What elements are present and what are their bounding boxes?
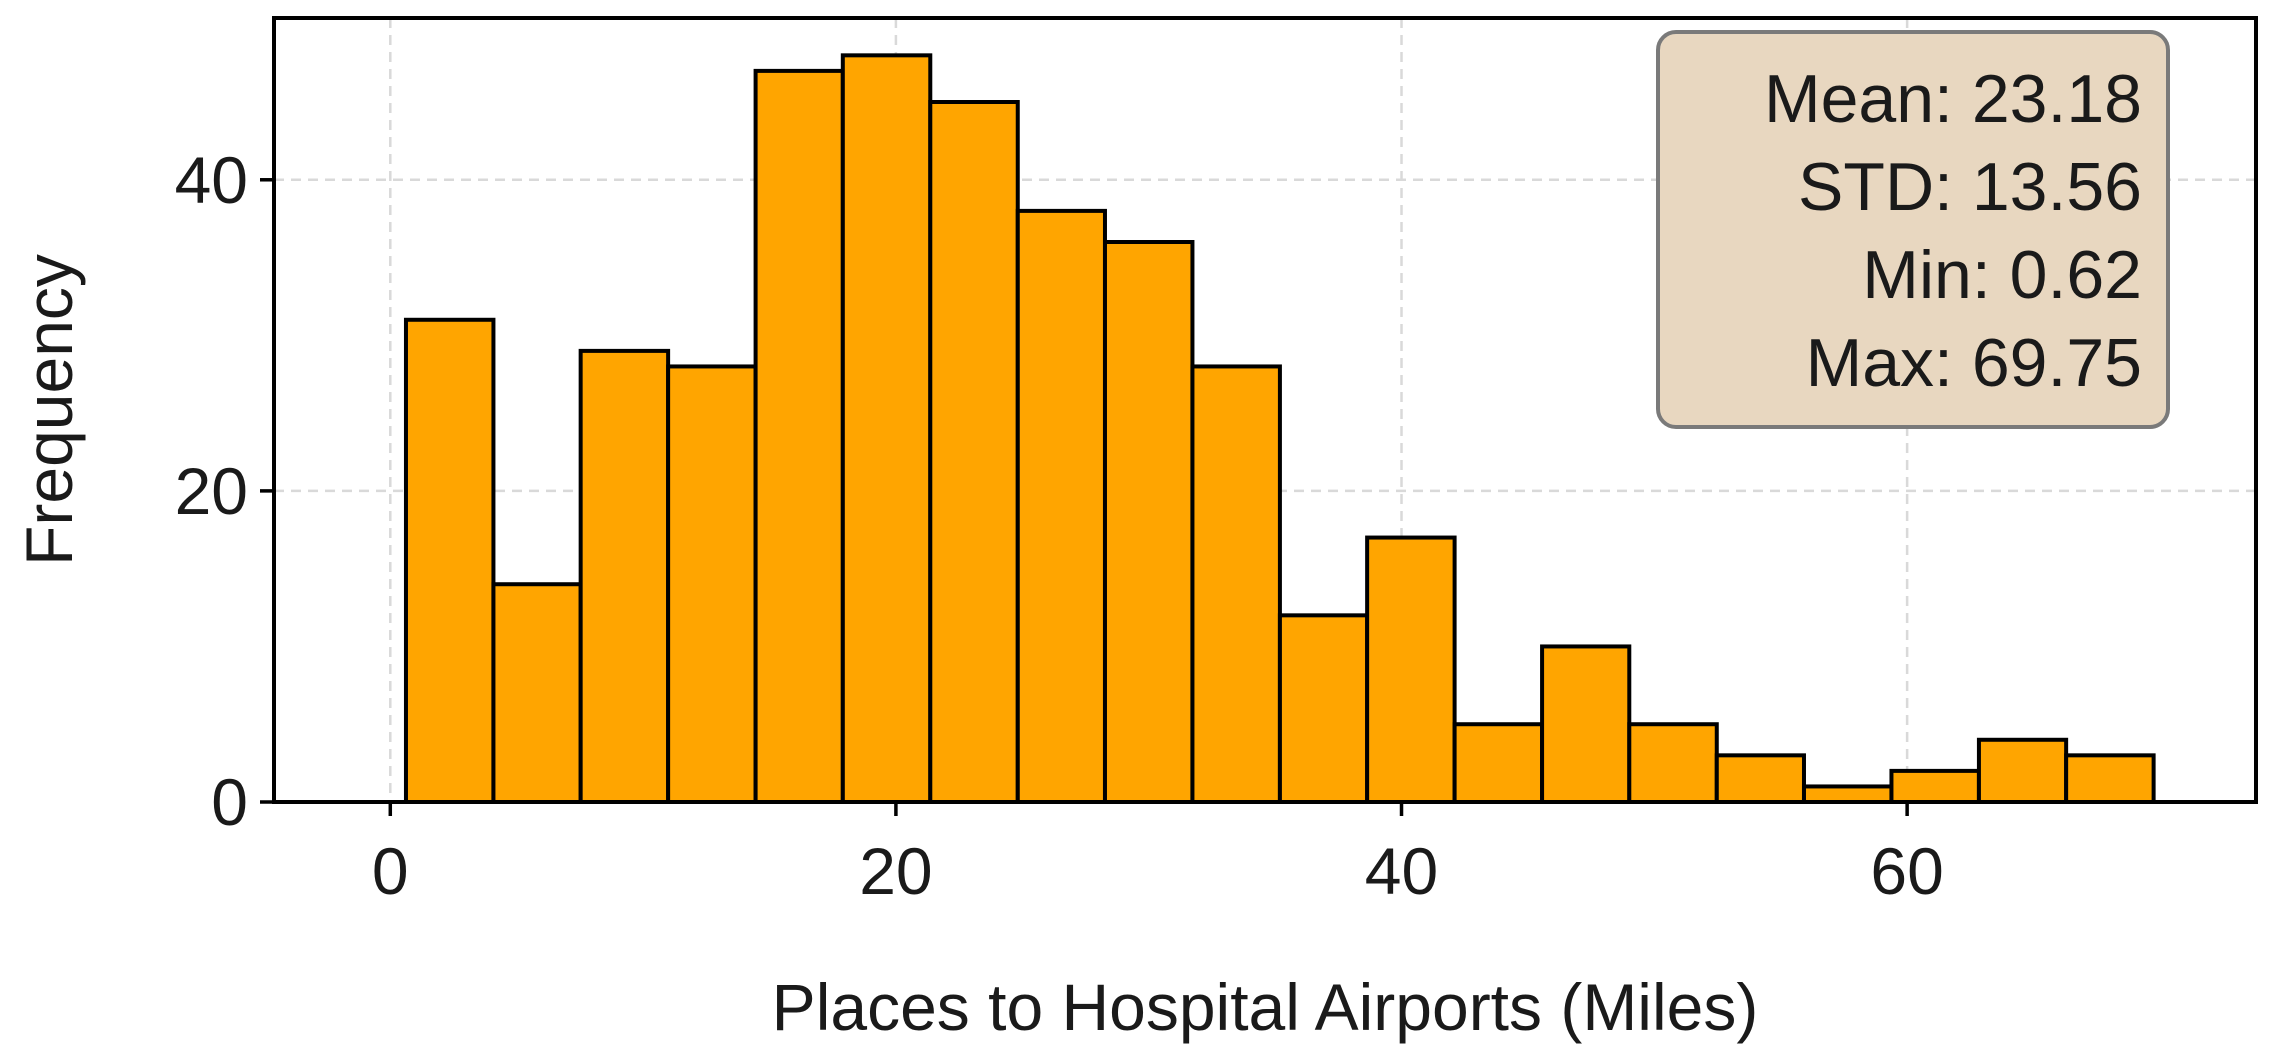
- histogram-bar: [1714, 753, 1806, 804]
- histogram-bar: [1889, 768, 1981, 805]
- histogram-bar: [1102, 240, 1195, 804]
- stats-max: Max: 69.75: [1806, 325, 2142, 401]
- stats-std: STD: 13.56: [1798, 149, 2142, 225]
- plot-frame: [272, 16, 2258, 804]
- histogram-bar: [1627, 722, 1719, 805]
- histogram-bar: [1190, 364, 1282, 804]
- x-axis-label: Places to Hospital Airports (Miles): [772, 970, 1759, 1044]
- histogram-bar: [491, 582, 583, 804]
- stats-box-background: [1656, 30, 2170, 429]
- histogram-bar: [666, 364, 758, 804]
- histogram-bar: [2064, 753, 2156, 804]
- histogram-bar: [1976, 737, 2069, 804]
- y-tick-label: 40: [175, 143, 248, 217]
- x-tick-label: 40: [1365, 834, 1438, 908]
- histogram-bar: [1365, 535, 1457, 804]
- y-tick-label: 0: [211, 765, 248, 839]
- stats-box: Mean: 23.18 STD: 13.56 Min: 0.62 Max: 69…: [1656, 30, 2170, 429]
- histogram-bar: [1801, 784, 1894, 805]
- y-axis-label: Frequency: [12, 254, 86, 566]
- histogram-bar: [1540, 644, 1632, 805]
- histogram-bar: [1452, 722, 1545, 805]
- stats-mean: Mean: 23.18: [1764, 61, 2142, 137]
- histogram-bar: [840, 53, 933, 805]
- x-tick-label: 60: [1870, 834, 1943, 908]
- histogram-bar: [403, 317, 496, 804]
- histogram-bar: [753, 68, 845, 804]
- x-tick-label: 0: [372, 834, 409, 908]
- histogram-bar: [578, 348, 671, 804]
- histogram-bar: [1277, 613, 1370, 804]
- stats-min: Min: 0.62: [1862, 237, 2142, 313]
- y-axis: 0 20 40: [175, 143, 274, 839]
- histogram-bar: [1015, 208, 1107, 804]
- histogram-bar: [928, 100, 1020, 804]
- y-tick-label: 20: [175, 454, 248, 528]
- x-tick-label: 20: [859, 834, 932, 908]
- x-axis: 0 20 40 60: [372, 802, 1944, 908]
